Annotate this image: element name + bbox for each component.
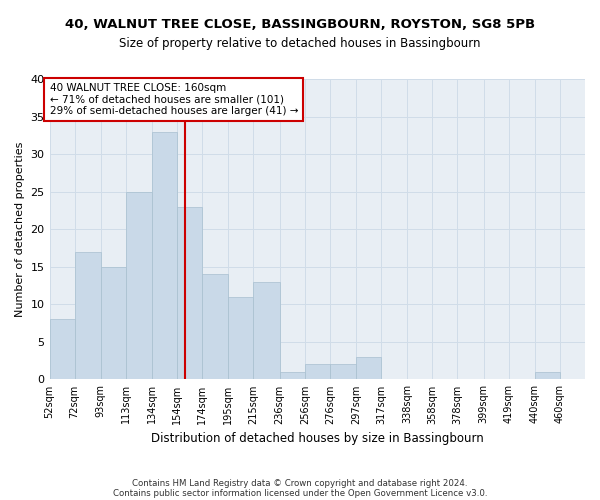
Bar [152, 132, 177, 380]
Bar [330, 364, 356, 380]
Bar [101, 267, 126, 380]
Bar [280, 372, 305, 380]
Text: Size of property relative to detached houses in Bassingbourn: Size of property relative to detached ho… [119, 38, 481, 51]
Bar [253, 282, 280, 380]
Bar [356, 357, 381, 380]
X-axis label: Distribution of detached houses by size in Bassingbourn: Distribution of detached houses by size … [151, 432, 484, 445]
Text: 40 WALNUT TREE CLOSE: 160sqm
← 71% of detached houses are smaller (101)
29% of s: 40 WALNUT TREE CLOSE: 160sqm ← 71% of de… [50, 83, 298, 116]
Bar [202, 274, 229, 380]
Text: Contains public sector information licensed under the Open Government Licence v3: Contains public sector information licen… [113, 488, 487, 498]
Y-axis label: Number of detached properties: Number of detached properties [15, 142, 25, 317]
Bar [305, 364, 330, 380]
Bar [74, 252, 101, 380]
Bar [229, 297, 253, 380]
Bar [126, 192, 152, 380]
Bar [177, 206, 202, 380]
Text: 40, WALNUT TREE CLOSE, BASSINGBOURN, ROYSTON, SG8 5PB: 40, WALNUT TREE CLOSE, BASSINGBOURN, ROY… [65, 18, 535, 30]
Text: Contains HM Land Registry data © Crown copyright and database right 2024.: Contains HM Land Registry data © Crown c… [132, 478, 468, 488]
Bar [535, 372, 560, 380]
Bar [50, 320, 74, 380]
